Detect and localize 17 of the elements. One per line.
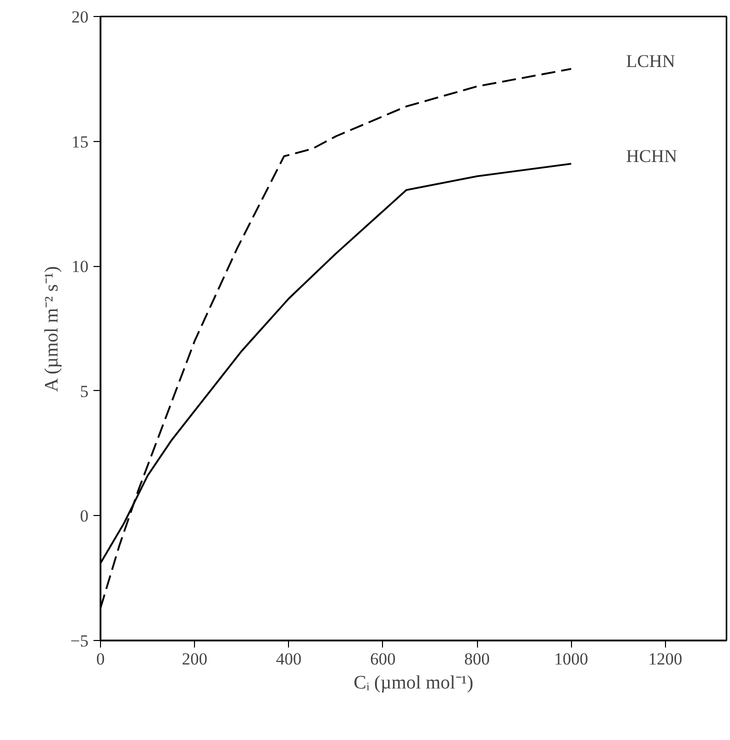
y-axis-title: A (µmol m⁻² s⁻¹)	[41, 266, 62, 392]
y-tick-label: 0	[80, 506, 88, 526]
text: HCHN	[626, 146, 678, 166]
x-tick-label: 800	[464, 650, 490, 668]
x-tick-label: 1000	[554, 650, 588, 668]
x-tick-label: 400	[276, 650, 302, 668]
y-tick-label: 5	[80, 382, 88, 401]
x-tick-label: 1200	[648, 650, 682, 668]
y-tick-label: 15	[72, 132, 88, 152]
x-tick-label: 600	[370, 650, 396, 668]
y-tick-label: 20	[72, 8, 88, 26]
y-tick-label: −5	[70, 632, 89, 650]
x-tick-label: 200	[182, 650, 208, 668]
x-tick-label: 0	[96, 650, 105, 668]
text: LCHN	[626, 50, 676, 71]
y-tick-label: 10	[72, 257, 88, 276]
x-axis-title: Cᵢ (µmol mol⁻¹)	[354, 672, 474, 694]
